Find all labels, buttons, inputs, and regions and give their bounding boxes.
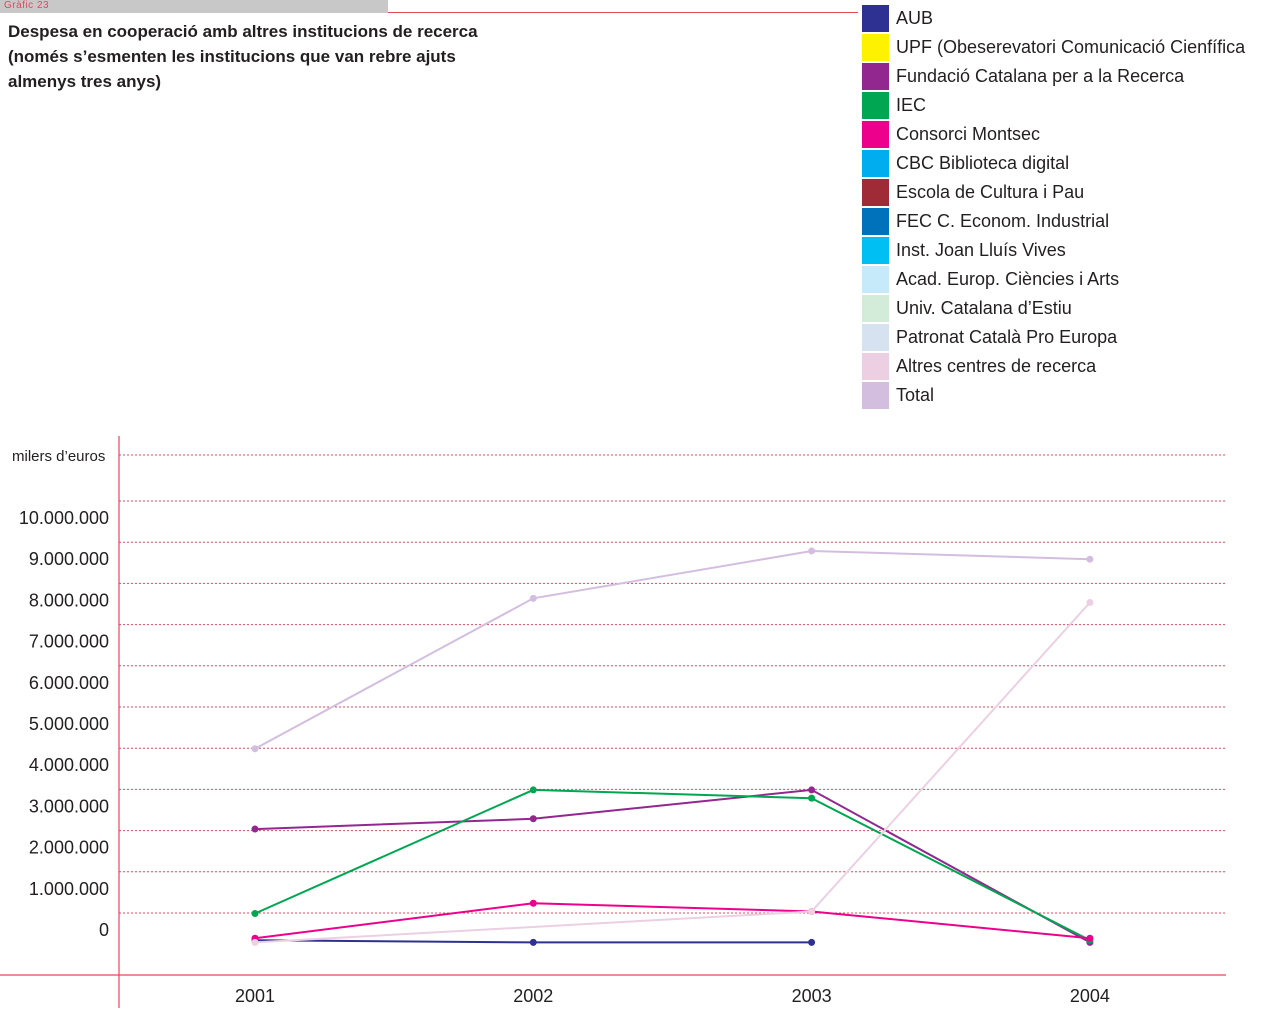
- legend-swatch: [862, 5, 889, 32]
- legend-swatch: [862, 295, 889, 322]
- legend-item: Univ. Catalana d’Estiu: [862, 294, 1272, 323]
- data-point: [808, 938, 816, 946]
- legend-label: AUB: [896, 8, 934, 28]
- legend-item: Inst. Joan Lluís Vives: [862, 236, 1272, 265]
- chart-title-line-2: (només s’esmenten les institucions que v…: [8, 47, 456, 66]
- y-tick-label: 3.000.000: [29, 796, 109, 816]
- chart-legend: AUB UPF (Obeserevatori Comunicació Cienfí…: [862, 4, 1272, 410]
- y-tick-label: 4.000.000: [29, 755, 109, 775]
- data-point: [808, 786, 816, 794]
- data-point: [1086, 598, 1094, 606]
- legend-swatch: [862, 34, 889, 61]
- x-tick-label: 2001: [235, 986, 275, 1006]
- y-tick-label: 5.000.000: [29, 714, 109, 734]
- legend-label: Consorci Montsec: [896, 124, 1041, 144]
- header-rule: [388, 12, 858, 13]
- data-point: [808, 547, 816, 555]
- legend-swatch: [862, 237, 889, 264]
- legend-item: AUB: [862, 4, 1272, 33]
- chart-title-line-3: almenys tres anys): [8, 72, 162, 91]
- legend-label: Univ. Catalana d’Estiu: [896, 298, 1072, 318]
- legend-item: Consorci Montsec: [862, 120, 1272, 149]
- chart-title: Despesa en cooperació amb altres institu…: [8, 19, 568, 94]
- legend-label: Escola de Cultura i Pau: [896, 182, 1085, 202]
- data-point: [529, 899, 537, 907]
- legend-label: Acad. Europ. Ciències i Arts: [896, 269, 1120, 289]
- data-point: [251, 910, 259, 918]
- legend-item: Total: [862, 381, 1272, 410]
- legend-label: Patronat Català Pro Europa: [896, 327, 1118, 347]
- x-tick-label: 2003: [792, 986, 832, 1006]
- series-line: [254, 549, 1090, 750]
- legend-item: Patronat Català Pro Europa: [862, 323, 1272, 352]
- y-tick-label: 10.000.000: [19, 508, 109, 528]
- data-point: [529, 938, 537, 946]
- legend-item: Acad. Europ. Ciències i Arts: [862, 265, 1272, 294]
- y-tick-label: 1.000.000: [29, 879, 109, 899]
- legend-item: FEC C. Econom. Industrial: [862, 207, 1272, 236]
- legend-item: IEC: [862, 91, 1272, 120]
- y-tick-label: 0: [99, 920, 109, 940]
- y-tick-label: 7.000.000: [29, 632, 109, 652]
- legend-item: CBC Biblioteca digital: [862, 149, 1272, 178]
- legend-item: Altres centres de recerca: [862, 352, 1272, 381]
- y-tick-label: 9.000.000: [29, 549, 109, 569]
- series-line: [254, 788, 1091, 944]
- legend-swatch: [862, 353, 889, 380]
- legend-item: UPF (Obeserevatori Comunicació Cienfífic…: [862, 33, 1272, 62]
- data-point: [529, 815, 537, 823]
- y-axis-label: milers d’euros: [12, 448, 105, 465]
- y-tick-label: 2.000.000: [29, 838, 109, 858]
- chart-title-line-1: Despesa en cooperació amb altres institu…: [8, 22, 478, 41]
- legend-swatch: [862, 266, 889, 293]
- data-point: [1086, 934, 1094, 942]
- data-point: [251, 745, 259, 753]
- legend-label: CBC Biblioteca digital: [896, 153, 1070, 173]
- series-line: [254, 788, 1091, 942]
- x-tick-label: 2004: [1070, 986, 1110, 1006]
- data-point: [251, 938, 259, 946]
- legend-swatch: [862, 382, 889, 409]
- legend-swatch: [862, 208, 889, 235]
- legend-label: UPF (Obeserevatori Comunicació Cienfífic…: [896, 37, 1246, 57]
- data-point: [529, 786, 537, 794]
- data-point: [529, 594, 537, 602]
- legend-label: Total: [896, 385, 935, 405]
- data-point: [808, 907, 816, 915]
- legend-label: FEC C. Econom. Industrial: [896, 211, 1110, 231]
- legend-swatch: [862, 179, 889, 206]
- legend-label: Fundació Catalana per a la Recerca: [896, 66, 1185, 86]
- legend-swatch: [862, 92, 889, 119]
- legend-label: Altres centres de recerca: [896, 356, 1097, 376]
- data-point: [1086, 555, 1094, 563]
- legend-swatch: [862, 324, 889, 351]
- legend-swatch: [862, 150, 889, 177]
- legend-swatch: [862, 121, 889, 148]
- legend-item: Fundació Catalana per a la Recerca: [862, 62, 1272, 91]
- data-point: [808, 794, 816, 802]
- y-tick-label: 6.000.000: [29, 673, 109, 693]
- legend-label: IEC: [896, 95, 927, 115]
- y-tick-label: 8.000.000: [29, 590, 109, 610]
- figure-tag: Gràfic 23: [4, 0, 50, 11]
- legend-item: Escola de Cultura i Pau: [862, 178, 1272, 207]
- series-line: [254, 601, 1091, 944]
- header-bar: [0, 0, 388, 13]
- data-point: [251, 825, 259, 833]
- series-line: [254, 902, 1090, 940]
- x-tick-label: 2002: [513, 986, 553, 1006]
- legend-swatch: [862, 63, 889, 90]
- legend-label: Inst. Joan Lluís Vives: [896, 240, 1066, 260]
